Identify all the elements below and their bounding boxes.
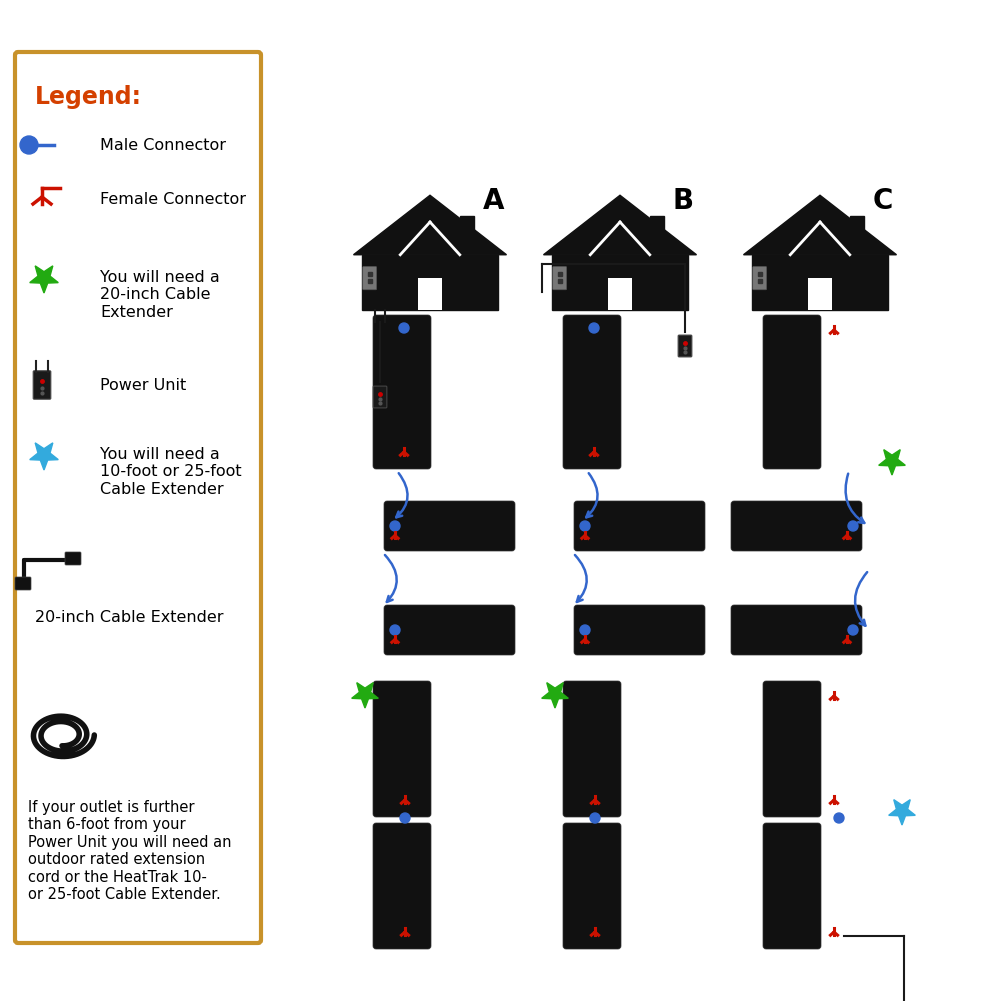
Circle shape: [580, 625, 590, 635]
Text: Legend:: Legend:: [35, 85, 142, 109]
Circle shape: [589, 323, 599, 333]
FancyBboxPatch shape: [574, 605, 705, 655]
FancyBboxPatch shape: [731, 500, 862, 551]
Circle shape: [399, 323, 409, 333]
FancyBboxPatch shape: [373, 681, 431, 817]
Polygon shape: [353, 195, 507, 254]
Bar: [850, 216, 864, 246]
FancyBboxPatch shape: [553, 266, 567, 289]
Bar: [808, 277, 832, 310]
FancyBboxPatch shape: [763, 823, 821, 949]
Circle shape: [590, 813, 600, 823]
Bar: [650, 216, 665, 246]
FancyBboxPatch shape: [563, 681, 621, 817]
Polygon shape: [30, 442, 58, 470]
Circle shape: [390, 521, 400, 531]
Circle shape: [20, 136, 38, 154]
FancyBboxPatch shape: [574, 500, 705, 551]
Circle shape: [834, 813, 844, 823]
Circle shape: [848, 521, 858, 531]
Circle shape: [580, 521, 590, 531]
Text: 20-inch Cable Extender: 20-inch Cable Extender: [35, 610, 223, 625]
Polygon shape: [889, 800, 915, 825]
Circle shape: [390, 625, 400, 635]
Bar: [608, 277, 632, 310]
Text: B: B: [673, 187, 694, 215]
FancyBboxPatch shape: [384, 605, 515, 655]
Bar: [362, 254, 498, 310]
Text: Female Connector: Female Connector: [100, 192, 246, 207]
FancyBboxPatch shape: [563, 823, 621, 949]
Text: Male Connector: Male Connector: [100, 137, 226, 152]
FancyBboxPatch shape: [362, 266, 376, 289]
Bar: [552, 254, 688, 310]
Polygon shape: [542, 683, 569, 708]
Polygon shape: [30, 266, 58, 293]
Text: C: C: [873, 187, 893, 215]
FancyBboxPatch shape: [763, 681, 821, 817]
FancyBboxPatch shape: [678, 335, 692, 357]
FancyBboxPatch shape: [373, 823, 431, 949]
Bar: [418, 277, 441, 310]
FancyBboxPatch shape: [65, 552, 81, 565]
FancyBboxPatch shape: [384, 500, 515, 551]
Circle shape: [400, 813, 410, 823]
FancyBboxPatch shape: [373, 315, 431, 469]
FancyBboxPatch shape: [763, 315, 821, 469]
FancyBboxPatch shape: [373, 386, 386, 407]
FancyBboxPatch shape: [15, 52, 261, 943]
FancyBboxPatch shape: [753, 266, 767, 289]
FancyBboxPatch shape: [15, 577, 31, 590]
Text: You will need a
10-foot or 25-foot
Cable Extender: You will need a 10-foot or 25-foot Cable…: [100, 447, 241, 496]
Text: You will need a
20-inch Cable
Extender: You will need a 20-inch Cable Extender: [100, 270, 220, 319]
FancyBboxPatch shape: [731, 605, 862, 655]
FancyBboxPatch shape: [563, 315, 621, 469]
Bar: [752, 254, 888, 310]
Circle shape: [848, 625, 858, 635]
Polygon shape: [879, 449, 905, 475]
Text: A: A: [482, 187, 505, 215]
Polygon shape: [351, 683, 378, 708]
Text: Power Unit: Power Unit: [100, 377, 186, 392]
Bar: [459, 216, 474, 246]
Polygon shape: [744, 195, 897, 254]
Text: If your outlet is further
than 6-foot from your
Power Unit you will need an
outd: If your outlet is further than 6-foot fr…: [28, 800, 231, 902]
FancyBboxPatch shape: [33, 370, 51, 399]
Polygon shape: [544, 195, 697, 254]
